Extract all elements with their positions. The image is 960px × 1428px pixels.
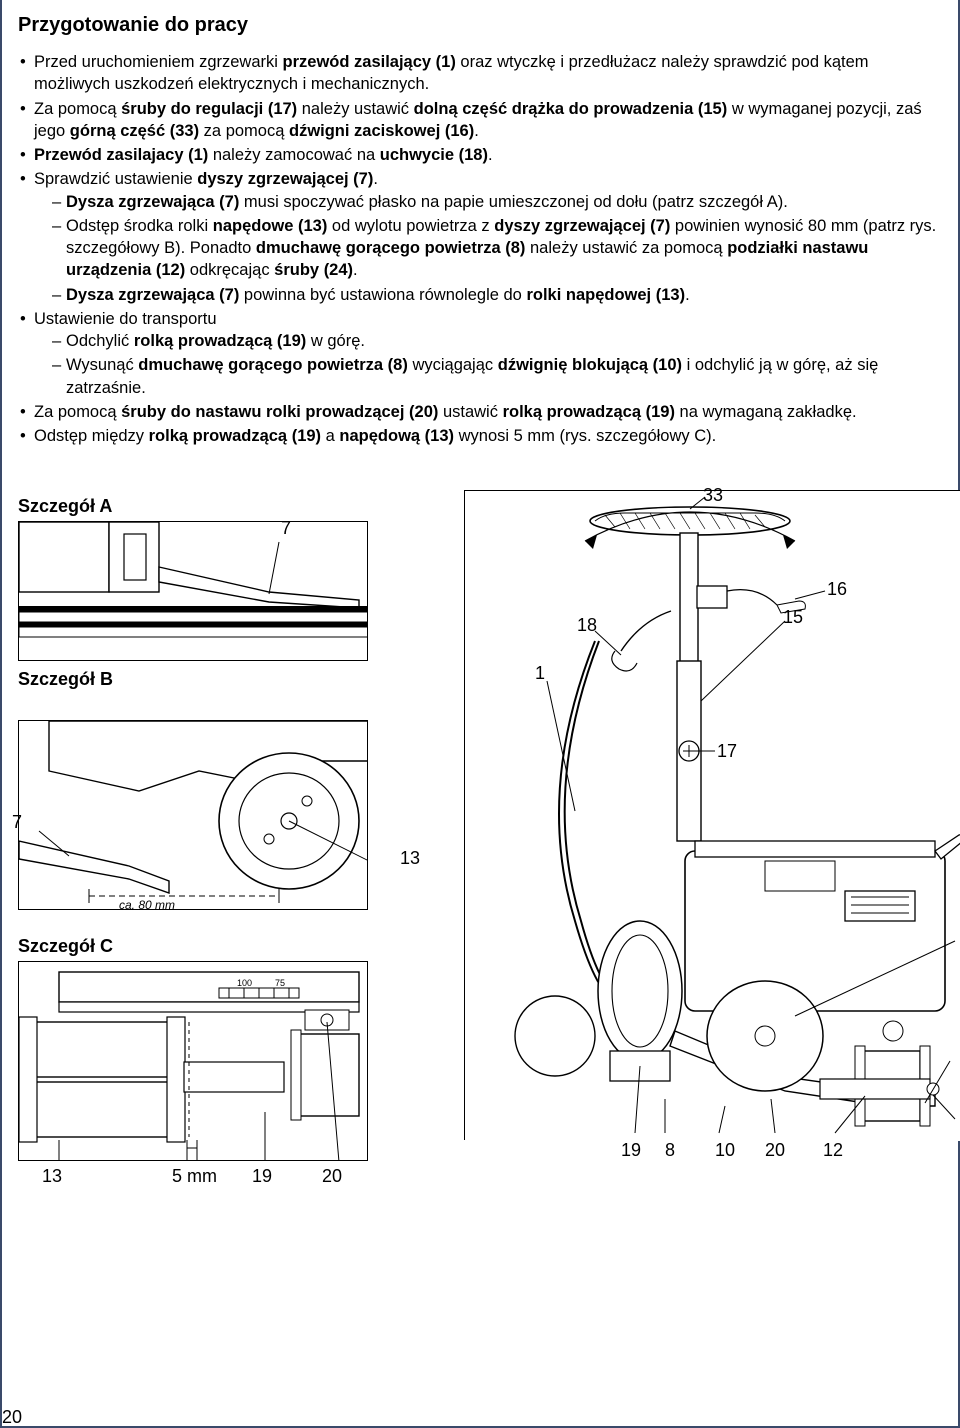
- sub-list: Dysza zgrzewająca (7) musi spoczywać pła…: [34, 191, 946, 306]
- callout-17: 17: [717, 741, 737, 762]
- bullet-text: Odstęp między rolką prowadzącą (19) a na…: [34, 427, 716, 445]
- detail-b-figure: ca. 80 mm: [18, 720, 368, 910]
- callout-13: 13: [400, 848, 420, 869]
- bullet-text: Za pomocą śruby do nastawu rolki prowadz…: [34, 403, 857, 421]
- bullet-4: Sprawdzić ustawienie dyszy zgrzewającej …: [18, 168, 946, 306]
- callout-7: 7: [12, 812, 22, 833]
- callout-7: 7: [281, 521, 291, 539]
- detail-a-label: Szczegół A: [18, 496, 448, 517]
- bullet-1: Przed uruchomieniem zgrzewarki przewód z…: [18, 51, 946, 96]
- dim-80mm: ca. 80 mm: [119, 898, 175, 910]
- sub-item: Odstęp środka rolki napędowe (13) od wyl…: [52, 215, 946, 282]
- section-title: Przygotowanie do pracy: [18, 14, 946, 37]
- instruction-list: Przed uruchomieniem zgrzewarki przewód z…: [18, 51, 946, 448]
- detail-c-label: Szczegół C: [18, 936, 448, 957]
- callout-16: 16: [827, 579, 847, 600]
- sub-item: Dysza zgrzewająca (7) musi spoczywać pła…: [52, 191, 946, 213]
- sub-list: Odchylić rolką prowadzącą (19) w górę. W…: [34, 330, 946, 399]
- manual-page: Przygotowanie do pracy Przed uruchomieni…: [0, 0, 960, 1428]
- callout-33: 33: [703, 485, 723, 506]
- bullet-text: Sprawdzić ustawienie dyszy zgrzewającej …: [34, 170, 378, 188]
- callout-18: 18: [577, 615, 597, 636]
- bullet-3: Przewód zasilajacy (1) należy zamocować …: [18, 144, 946, 166]
- bullet-5: Ustawienie do transportu Odchylić rolką …: [18, 308, 946, 399]
- callout-20: 20: [765, 1140, 785, 1161]
- callout-20: 20: [322, 1166, 342, 1187]
- callout-13: 13: [42, 1166, 62, 1187]
- callout-19: 19: [252, 1166, 272, 1187]
- callout-12: 12: [823, 1140, 843, 1161]
- detail-b-label: Szczegół B: [18, 669, 448, 690]
- page-number: 20: [2, 1407, 22, 1428]
- bullet-text: Przewód zasilajacy (1) należy zamocować …: [34, 146, 493, 164]
- bullet-2: Za pomocą śruby do regulacji (17) należy…: [18, 98, 946, 143]
- bullet-text: Za pomocą śruby do regulacji (17) należy…: [34, 100, 922, 140]
- sub-item: Dysza zgrzewająca (7) powinna być ustawi…: [52, 284, 946, 306]
- bullet-text: Przed uruchomieniem zgrzewarki przewód z…: [34, 53, 869, 93]
- bullet-text: Ustawienie do transportu: [34, 310, 217, 328]
- callout-8: 8: [665, 1140, 675, 1161]
- callout-19: 19: [621, 1140, 641, 1161]
- bullet-7: Odstęp między rolką prowadzącą (19) a na…: [18, 425, 946, 447]
- sub-item: Wysunąć dmuchawę gorącego powietrza (8) …: [52, 354, 946, 399]
- detail-c-figure: 100 75: [18, 961, 368, 1161]
- callout-1: 1: [535, 663, 545, 684]
- callout-10: 10: [715, 1140, 735, 1161]
- callout-15: 15: [783, 607, 803, 628]
- sub-item: Odchylić rolką prowadzącą (19) w górę.: [52, 330, 946, 352]
- main-diagram: 33 16 18 15 1 17 13 7 24 19 8 10 20 12: [464, 490, 960, 1140]
- callout-5mm: 5 mm: [172, 1166, 217, 1187]
- bullet-6: Za pomocą śruby do nastawu rolki prowadz…: [18, 401, 946, 423]
- scale-75: 75: [275, 978, 285, 988]
- scale-100: 100: [237, 978, 252, 988]
- figures-area: Szczegół A 7: [18, 490, 946, 1183]
- detail-c-callouts: 13 5 mm 19 20: [18, 1161, 448, 1183]
- detail-a-figure: 7: [18, 521, 368, 661]
